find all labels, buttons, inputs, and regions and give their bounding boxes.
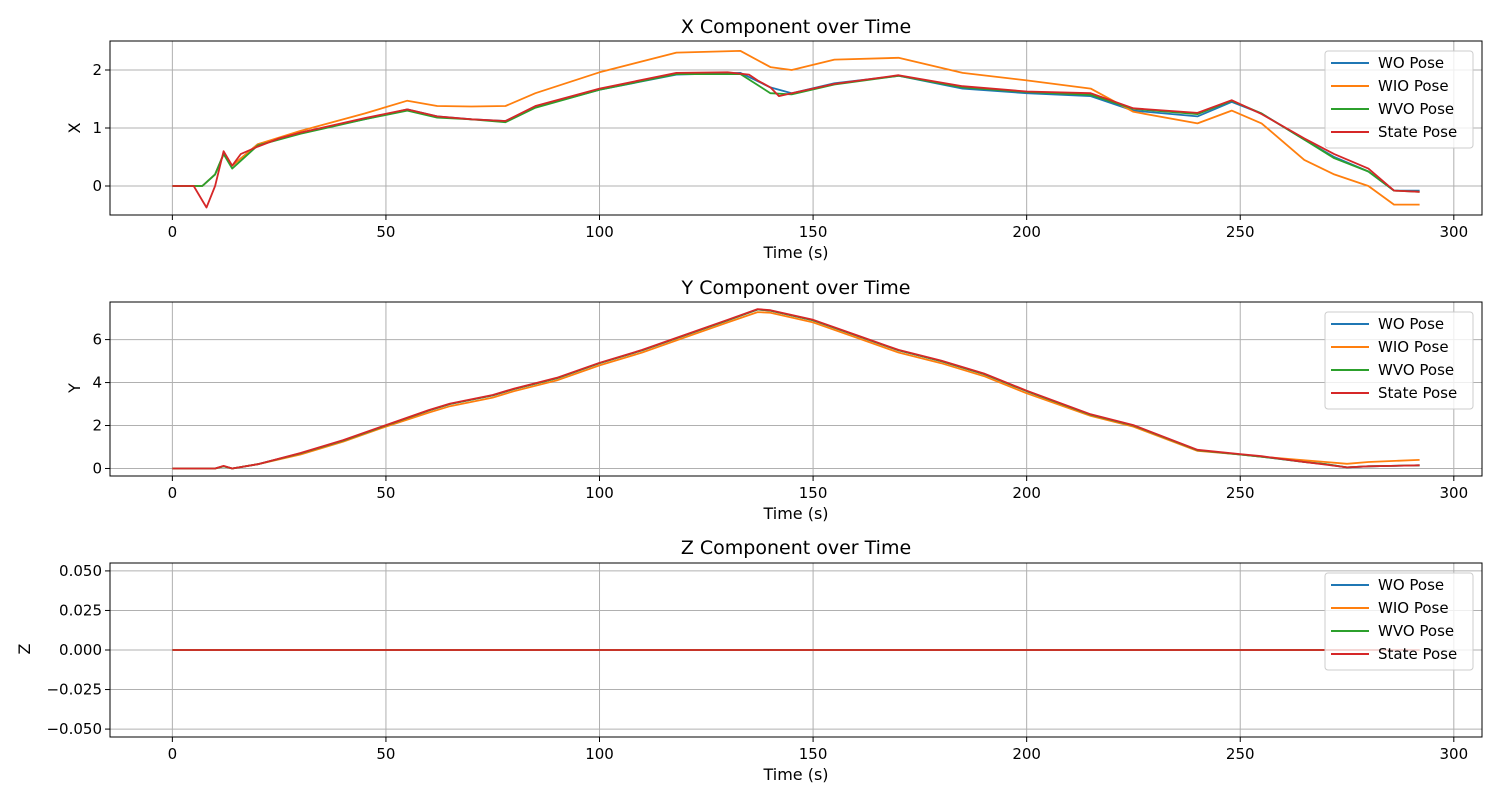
chart-title: X Component over Time: [681, 16, 911, 38]
y-axis-label: Y: [65, 383, 84, 394]
x-tick-label: 50: [376, 223, 395, 241]
x-tick-label: 150: [799, 484, 828, 502]
subplot-x: X Component over Time 0 50 100 150 200 250 300…: [65, 16, 1483, 262]
x-axis-label: Time (s): [762, 504, 828, 523]
y-tick-label: 4: [92, 374, 102, 392]
x-tick-label: 50: [376, 484, 395, 502]
y-tick-label: −0.050: [46, 720, 102, 738]
legend-frame: [1324, 572, 1474, 671]
series-line: [172, 71, 1420, 209]
x-tick-label: 0: [168, 223, 178, 241]
x-tick-label: 250: [1226, 745, 1255, 763]
series-line: [172, 308, 1420, 470]
subplot-z: Z Component over Time 0 50 100 150 200 250 300…: [15, 537, 1483, 784]
y-axis-label: Z: [15, 643, 34, 654]
x-tick-label: 150: [799, 745, 828, 763]
subplot-y: Y Component over Time 0 50 100 150 200 250 300…: [65, 277, 1483, 523]
legend-label: WIO Pose: [1378, 599, 1449, 617]
x-tick-label: 250: [1226, 484, 1255, 502]
y-tick-label: 0: [92, 177, 102, 195]
y-tick-label: 0: [92, 459, 102, 477]
y-tick-label: 1: [92, 119, 102, 137]
x-tick-label: 0: [168, 484, 178, 502]
y-tick-label: −0.025: [46, 681, 102, 699]
series-line: [172, 50, 1420, 206]
legend: WO Pose WIO Pose WVO Pose State Pose: [1324, 572, 1474, 671]
legend: WO Pose WIO Pose WVO Pose State Pose: [1324, 50, 1474, 149]
legend-label: WIO Pose: [1378, 77, 1449, 95]
x-tick-label: 300: [1439, 484, 1468, 502]
x-tick-label: 200: [1012, 745, 1041, 763]
x-tick-label: 0: [168, 745, 178, 763]
chart-title: Z Component over Time: [681, 537, 911, 559]
legend-label: WVO Pose: [1378, 361, 1454, 379]
legend-label: State Pose: [1378, 123, 1457, 141]
x-tick-label: 150: [799, 223, 828, 241]
legend-frame: [1324, 50, 1474, 149]
series-line: [172, 72, 1420, 192]
y-tick-label: 2: [92, 61, 102, 79]
plot-area: 0 50 100 150 200 250 300 0 1 2: [92, 40, 1483, 241]
x-tick-label: 250: [1226, 223, 1255, 241]
legend-label: State Pose: [1378, 384, 1457, 402]
legend-label: WVO Pose: [1378, 100, 1454, 118]
chart-title: Y Component over Time: [681, 277, 911, 299]
axes-frame: [109, 301, 1483, 477]
legend-label: WO Pose: [1378, 315, 1444, 333]
y-tick-label: 0.000: [59, 641, 102, 659]
x-tick-label: 100: [585, 745, 614, 763]
x-tick-label: 100: [585, 223, 614, 241]
plot-area: 0 50 100 150 200 250 300 −0.050 −0.025 0.000 0.025…: [46, 562, 1483, 763]
legend-label: WO Pose: [1378, 54, 1444, 72]
y-axis-label: X: [65, 122, 84, 133]
legend: WO Pose WIO Pose WVO Pose State Pose: [1324, 311, 1474, 410]
plot-area: 0 50 100 150 200 250 300 0 2 4 6: [92, 301, 1483, 502]
x-tick-label: 200: [1012, 484, 1041, 502]
y-tick-label: 0.025: [59, 601, 102, 619]
legend-frame: [1324, 311, 1474, 410]
x-tick-label: 200: [1012, 223, 1041, 241]
series-line: [172, 308, 1420, 470]
legend-label: WVO Pose: [1378, 622, 1454, 640]
legend-label: WIO Pose: [1378, 338, 1449, 356]
x-tick-label: 50: [376, 745, 395, 763]
x-tick-label: 300: [1439, 745, 1468, 763]
legend-label: State Pose: [1378, 645, 1457, 663]
x-axis-label: Time (s): [762, 243, 828, 262]
y-tick-label: 0.050: [59, 562, 102, 580]
y-tick-label: 2: [92, 417, 102, 435]
series-line: [172, 308, 1420, 470]
series-line: [172, 311, 1420, 470]
x-axis-label: Time (s): [762, 765, 828, 784]
legend-label: WO Pose: [1378, 576, 1444, 594]
y-tick-label: 6: [92, 331, 102, 349]
x-tick-label: 100: [585, 484, 614, 502]
x-tick-label: 300: [1439, 223, 1468, 241]
